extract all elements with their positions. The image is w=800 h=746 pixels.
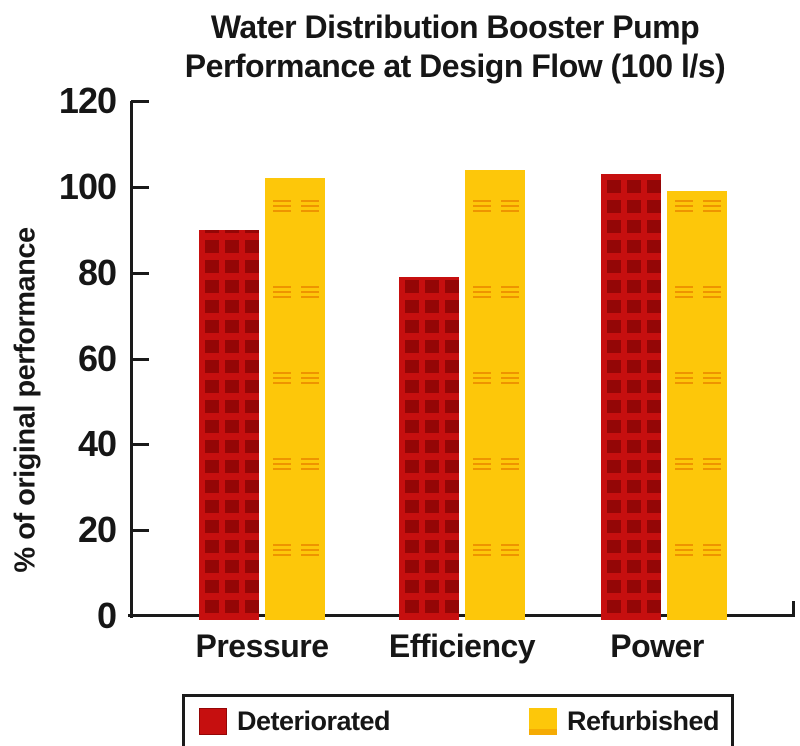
legend-item-deteriorated: Deteriorated — [199, 706, 391, 737]
y-tick-mark-40 — [131, 443, 149, 447]
bar-refurbished-efficiency — [465, 169, 525, 620]
chart-title-line1: Water Distribution Booster Pump — [210, 9, 700, 45]
bar-refurbished-power — [667, 191, 727, 620]
category-label-pressure: Pressure — [195, 628, 329, 664]
y-tick-mark-60 — [131, 357, 149, 361]
legend-label-deteriorated: Deteriorated — [237, 706, 391, 736]
y-tick-mark-20 — [131, 529, 149, 533]
bar-deteriorated-pressure — [199, 229, 259, 620]
legend-label-refurbished: Refurbished — [567, 706, 720, 736]
y-tick-label-80: 80 — [77, 251, 117, 293]
bar-refurbished-pressure — [265, 178, 325, 620]
y-tick-label-120: 120 — [58, 80, 117, 121]
deteriorated-color-swatch — [199, 708, 227, 735]
category-label-power: Power — [610, 628, 704, 664]
y-tick-label-100: 100 — [58, 165, 117, 207]
refurbished-color-swatch — [529, 708, 557, 735]
y-tick-label-60: 60 — [77, 337, 117, 379]
category-label-efficiency: Efficiency — [388, 628, 536, 664]
y-tick-label-20: 20 — [77, 509, 117, 551]
legend: Deteriorated Refurbished — [182, 694, 734, 746]
x-axis-line — [128, 614, 795, 617]
y-tick-mark-100 — [131, 185, 149, 189]
x-axis-end-tick — [792, 601, 795, 617]
y-tick-label-0: 0 — [96, 595, 117, 636]
bar-deteriorated-power — [601, 173, 661, 620]
bar-deteriorated-efficiency — [399, 276, 459, 620]
chart-title-line2: Performance at Design Flow (100 l/s) — [184, 48, 726, 84]
legend-item-refurbished: Refurbished — [529, 706, 720, 737]
y-tick-label-40: 40 — [77, 423, 117, 465]
y-tick-mark-80 — [131, 271, 149, 275]
y-tick-mark-120 — [131, 100, 149, 103]
chart-title: Water Distribution Booster Pump Performa… — [105, 8, 800, 86]
